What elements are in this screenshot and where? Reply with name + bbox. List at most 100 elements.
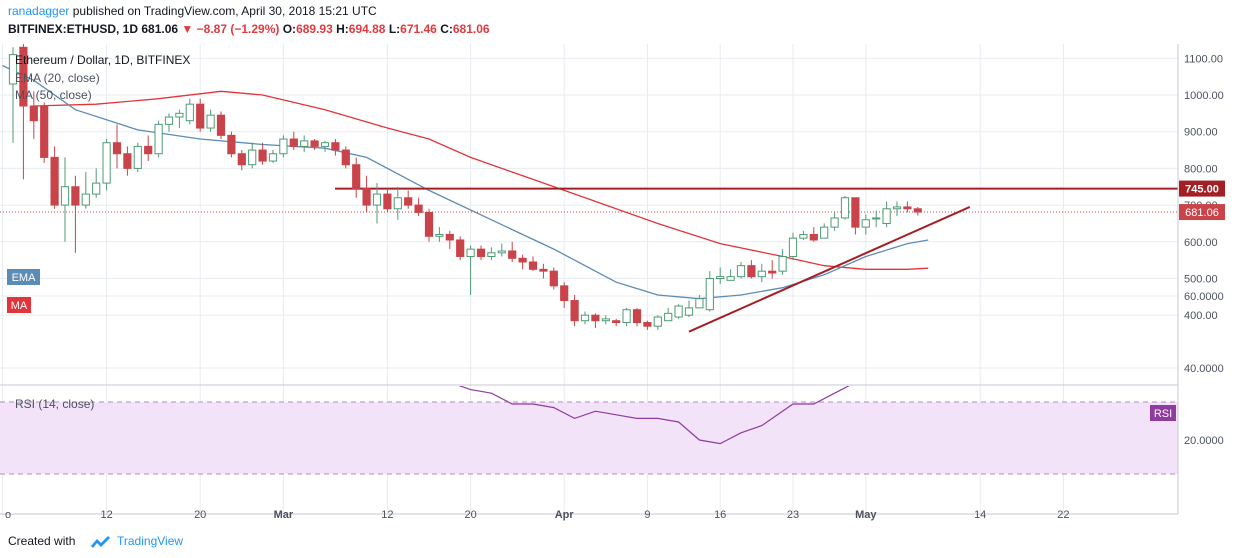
- high-value: 694.88: [348, 22, 386, 36]
- price-tick-6: 1000.00: [1184, 90, 1224, 102]
- candle-84: [882, 201, 891, 228]
- candle-21: [227, 131, 236, 158]
- candle-74: [778, 249, 787, 275]
- candle-body-14: [154, 123, 163, 155]
- candle-body-30: [320, 142, 330, 147]
- candle-57: [601, 315, 610, 325]
- candle-body-48: [508, 250, 517, 259]
- rsi-tick-2: 60.0000: [1184, 291, 1224, 303]
- candle-body-33: [352, 164, 361, 190]
- candle-body-21: [227, 134, 236, 155]
- legend-ma[interactable]: MA (50, close): [15, 88, 92, 102]
- candle-49: [518, 254, 527, 270]
- candle-80: [840, 195, 850, 220]
- legend-rsi[interactable]: RSI (14, close): [15, 397, 94, 411]
- candle-body-12: [133, 145, 142, 169]
- candle-30: [320, 140, 330, 152]
- candle-25: [268, 150, 278, 163]
- axis-tags: 745.00 681.06 RSI: [1150, 180, 1225, 421]
- candle-55: [580, 311, 590, 325]
- candle-body-40: [424, 211, 434, 237]
- candle-10: [112, 124, 122, 169]
- candle-85: [892, 201, 902, 217]
- candle-body-28: [300, 140, 309, 147]
- time-axis[interactable]: o 12 20 Mar 12 20 Apr 9 16 23 May 14 22: [5, 509, 1070, 521]
- ema-line: [2, 65, 929, 300]
- candle-body-84: [882, 208, 891, 224]
- candle-body-77: [809, 233, 818, 241]
- ema-tag: EMA: [7, 269, 40, 285]
- candle-body-79: [830, 217, 839, 228]
- candle-61: [643, 320, 652, 330]
- candle-body-53: [560, 285, 569, 302]
- candle-body-42: [445, 233, 454, 241]
- candle-9: [102, 139, 111, 191]
- candle-body-56: [591, 314, 600, 322]
- candle-body-69: [726, 276, 735, 281]
- candle-31: [331, 139, 340, 156]
- high-label: H:: [336, 22, 349, 36]
- candle-45: [476, 245, 486, 261]
- price-tick-2: 600.00: [1184, 237, 1218, 249]
- price-axis[interactable]: 400.00500.00600.00700.00800.00900.001000…: [1184, 40, 1224, 322]
- candle-body-32: [341, 149, 350, 166]
- candle-body-27: [289, 138, 298, 147]
- candle-26: [279, 135, 288, 158]
- candle-71: [747, 260, 756, 279]
- candle-body-74: [778, 255, 787, 272]
- legend-ema[interactable]: EMA (20, close): [15, 71, 100, 85]
- candle-34: [362, 175, 371, 213]
- candle-body-51: [539, 268, 548, 272]
- ohlc-line: BITFINEX:ETHUSD, 1D 681.06 ▼ −8.87 (−1.2…: [8, 22, 490, 36]
- candle-56: [591, 313, 600, 329]
- candle-38: [404, 190, 413, 209]
- price-tick-5: 900.00: [1184, 127, 1218, 139]
- candles-layer: [8, 44, 922, 330]
- symbol-label[interactable]: BITFINEX:ETHUSD, 1D: [8, 22, 139, 36]
- last-price: 681.06: [141, 22, 179, 36]
- time-tick-8: 16: [714, 509, 726, 521]
- candle-36: [383, 188, 392, 213]
- author-link[interactable]: ranadagger: [8, 4, 70, 18]
- candle-body-0: [8, 54, 18, 85]
- candle-37: [393, 186, 402, 220]
- candle-body-85: [892, 206, 902, 210]
- candle-body-23: [248, 149, 257, 166]
- candle-52: [549, 267, 558, 290]
- candle-53: [560, 282, 569, 308]
- candle-28: [300, 135, 309, 152]
- candle-66: [695, 295, 704, 309]
- legend-title: Ethereum / Dollar, 1D, BITFINEX: [15, 53, 190, 67]
- time-tick-4: 12: [381, 509, 393, 521]
- candle-body-1: [19, 46, 28, 107]
- candle-body-54: [570, 300, 579, 322]
- tradingview-brand-text: TradingView: [117, 534, 184, 548]
- candle-77: [809, 227, 818, 242]
- chart-legend: Ethereum / Dollar, 1D, BITFINEX EMA (20,…: [15, 53, 190, 411]
- rsi-tick-1: 40.0000: [1184, 363, 1224, 375]
- candle-24: [258, 142, 267, 165]
- time-tick-7: 9: [644, 509, 650, 521]
- candle-body-67: [705, 278, 714, 311]
- price-tick-0: 400.00: [1184, 310, 1218, 322]
- candle-body-24: [258, 149, 267, 162]
- change-arrow-icon: ▼: [181, 22, 194, 36]
- price-chart[interactable]: 400.00500.00600.00700.00800.00900.001000…: [0, 40, 1236, 530]
- rsi-tag-label: RSI: [1154, 408, 1172, 420]
- resistance-price-label: 745.00: [1185, 184, 1219, 196]
- rsi-axis[interactable]: 20.0000 40.0000 60.0000: [1184, 291, 1224, 447]
- resistance-price-tag: [1179, 180, 1225, 197]
- candle-1: [19, 44, 28, 180]
- candle-body-37: [393, 197, 402, 210]
- candle-19: [206, 109, 215, 132]
- ma-line: [33, 90, 929, 270]
- overlay-layer: [0, 65, 1178, 333]
- candle-body-3: [40, 105, 49, 158]
- candle-body-83: [872, 217, 881, 220]
- time-tick-6: Apr: [555, 509, 575, 521]
- candle-body-22: [237, 153, 246, 166]
- candle-body-10: [112, 142, 122, 155]
- candle-23: [248, 142, 257, 169]
- candle-body-70: [736, 265, 746, 278]
- candle-body-75: [788, 237, 798, 257]
